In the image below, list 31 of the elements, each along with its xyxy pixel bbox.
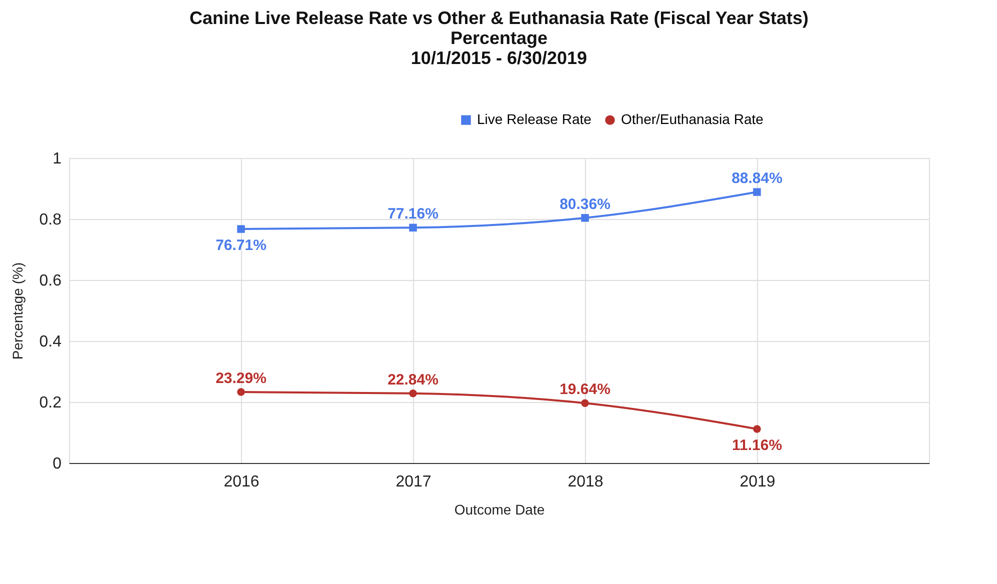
point — [237, 388, 245, 396]
point — [237, 225, 245, 233]
data-label: 88.84% — [732, 170, 782, 188]
point — [409, 224, 417, 232]
x-tick-label: 2017 — [396, 474, 432, 490]
legend-label: Other/Euthanasia Rate — [621, 111, 764, 128]
point — [581, 399, 589, 407]
data-label: 23.29% — [216, 370, 266, 387]
y-tick-label: 0.8 — [39, 212, 62, 228]
y-tick-label: 0 — [52, 456, 62, 472]
x-tick-label: 2016 — [224, 474, 260, 490]
y-tick-label: 0.6 — [39, 272, 62, 290]
data-label: 19.64% — [560, 381, 610, 398]
point — [753, 188, 761, 196]
data-label: 11.16% — [732, 436, 782, 454]
point — [581, 214, 589, 222]
x-tick-label: 2019 — [740, 474, 776, 490]
y-tick-label: 0.4 — [39, 334, 62, 350]
data-label: 76.71% — [216, 237, 266, 254]
y-axis-title: Percentage (%) — [9, 262, 26, 360]
point — [753, 425, 761, 433]
point — [409, 389, 417, 398]
legend-label: Live Release Rate — [477, 111, 592, 128]
data-label: 80.36% — [560, 196, 610, 213]
x-tick-label: 2018 — [568, 474, 604, 490]
chart-title: Canine Live Release Rate vs Other & Euthanasia Rate (Fiscal Year Stats) Percentage 10/1/2015 - 6/30/2019 — [190, 8, 808, 68]
data-label: 22.84% — [388, 371, 438, 388]
data-label: 77.16% — [388, 206, 438, 223]
x-axis-title: Outcome Date — [454, 502, 545, 518]
y-tick-label: 1 — [52, 150, 62, 168]
y-tick-label: 0.2 — [39, 394, 62, 412]
